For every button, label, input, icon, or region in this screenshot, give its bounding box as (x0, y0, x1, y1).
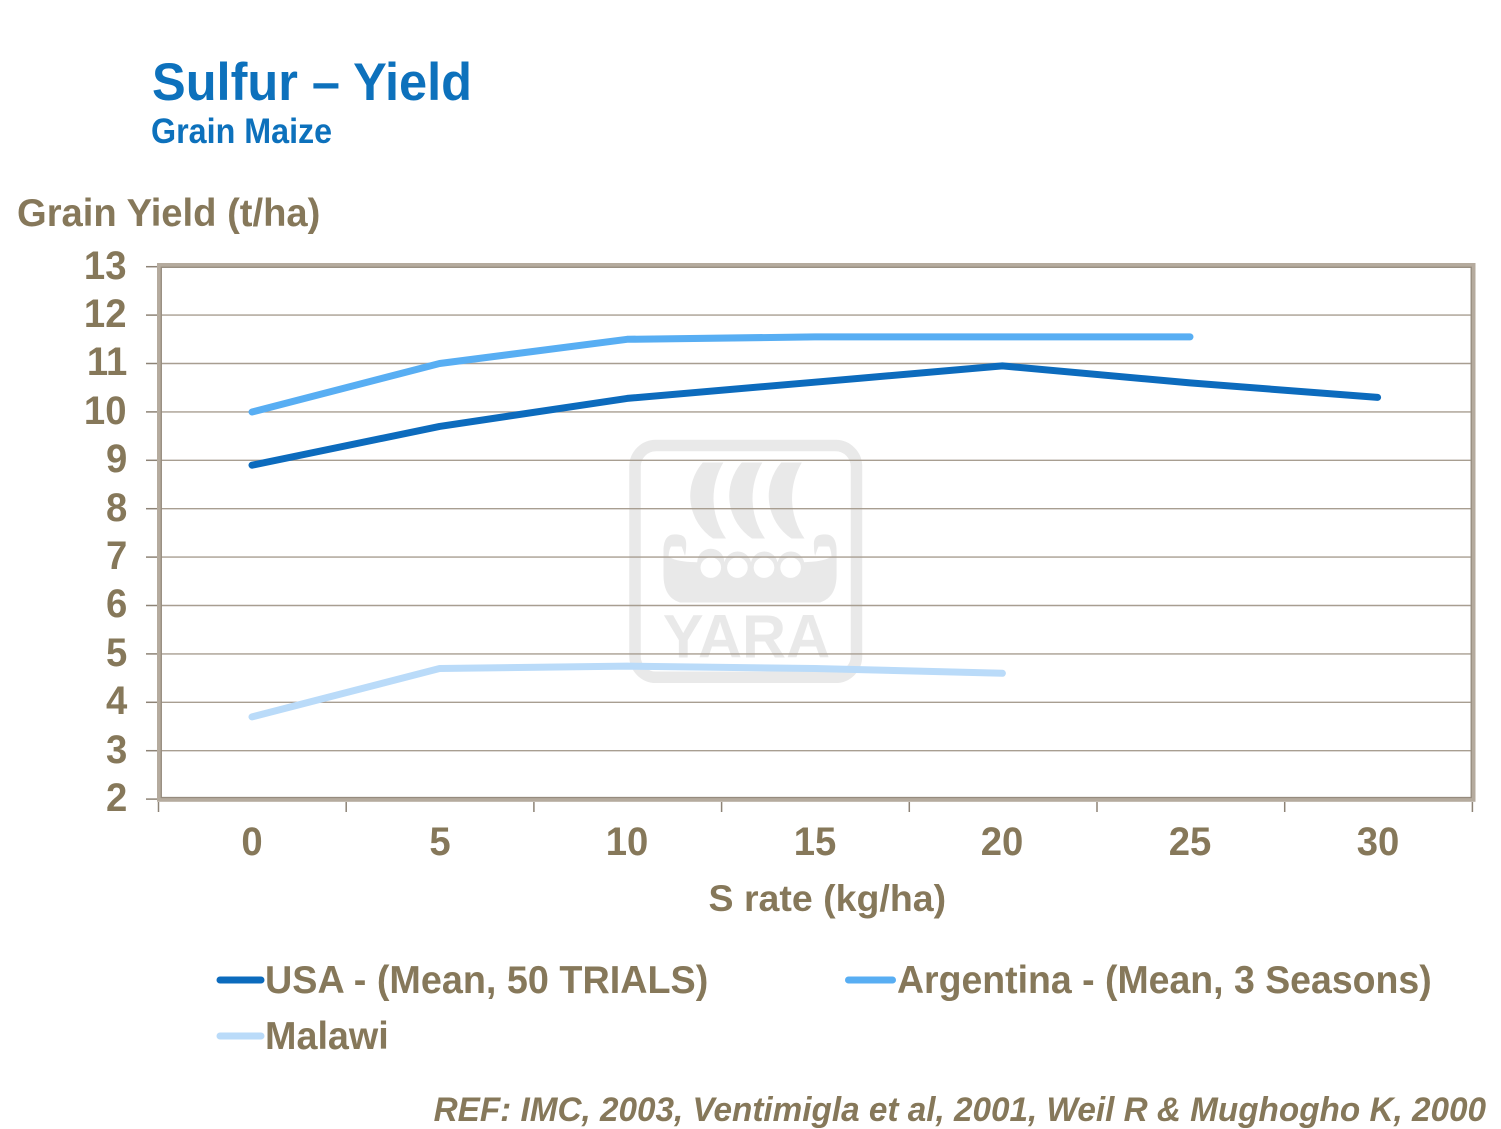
svg-text:YARA: YARA (663, 603, 830, 671)
